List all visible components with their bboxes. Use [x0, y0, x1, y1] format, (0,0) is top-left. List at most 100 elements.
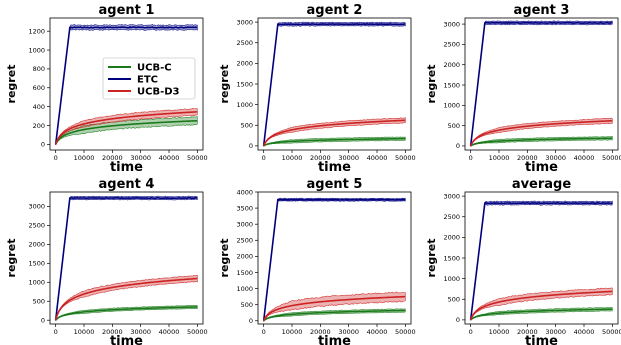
x-tick-label: 40000 — [574, 154, 595, 162]
y-tick-label: 3500 — [236, 204, 253, 212]
series-line-ucb-c — [54, 119, 198, 145]
plot-area — [262, 197, 406, 322]
series-line-ucb-c — [470, 308, 613, 321]
chart-title: agent 4 — [99, 177, 155, 192]
series-line-ucb-c — [55, 306, 198, 321]
y-tick-label: 800 — [33, 65, 45, 73]
y-tick-label: 2500 — [236, 39, 253, 47]
series-band-ucb-d3 — [263, 291, 406, 322]
y-tick-label: 3000 — [28, 203, 45, 211]
series-band-etc — [55, 24, 198, 146]
series-line-ucb-d3 — [54, 277, 198, 321]
series-band-etc — [470, 200, 613, 321]
y-tick-label: 2000 — [236, 253, 253, 261]
x-tick-label: 40000 — [574, 328, 595, 336]
x-tick-label: 30000 — [338, 328, 359, 336]
y-axis-label: regret — [5, 65, 18, 104]
x-tick-label: 10000 — [74, 154, 95, 162]
series-line-etc — [54, 26, 198, 145]
x-axis-label: time — [110, 334, 143, 345]
y-tick-label: 1000 — [236, 101, 253, 109]
series-band-etc — [55, 195, 198, 321]
series-line-ucb-c — [470, 137, 613, 147]
series-line-ucb-d3 — [469, 119, 613, 147]
series-band-ucb-d3 — [470, 287, 613, 321]
y-tick-label: 1000 — [28, 46, 45, 54]
x-tick-label: 0 — [54, 328, 58, 336]
x-tick-label: 50000 — [602, 328, 621, 336]
x-tick-label: 50000 — [395, 154, 416, 162]
y-tick-label: 0 — [456, 316, 460, 324]
plot-area — [469, 20, 613, 147]
series-line-etc — [469, 21, 613, 147]
y-tick-label: 500 — [241, 122, 253, 130]
y-tick-label: 1000 — [28, 279, 45, 287]
series-line-ucb-c — [263, 309, 406, 322]
y-tick-label: 1500 — [236, 269, 253, 277]
y-tick-label: 1000 — [236, 285, 253, 293]
series-line-etc — [54, 196, 198, 321]
x-axis-label: time — [525, 334, 558, 345]
y-axis-label: regret — [218, 239, 231, 278]
x-tick-label: 0 — [262, 154, 266, 162]
y-tick-label: 2500 — [443, 41, 460, 49]
y-tick-label: 0 — [41, 141, 45, 149]
plot-area — [54, 24, 198, 146]
x-tick-label: 10000 — [489, 154, 510, 162]
x-tick-label: 30000 — [130, 328, 151, 336]
y-tick-label: 1000 — [443, 275, 460, 283]
x-tick-label: 0 — [54, 154, 58, 162]
y-tick-label: 1500 — [443, 254, 460, 262]
plot-area — [469, 200, 613, 321]
chart-title: agent 3 — [514, 3, 570, 18]
x-tick-label: 30000 — [545, 154, 566, 162]
series-line-ucb-c — [263, 137, 406, 147]
series-line-etc — [262, 22, 406, 146]
y-tick-label: 4000 — [236, 188, 253, 196]
legend-label: ETC — [137, 75, 158, 86]
y-axis-label: regret — [218, 65, 231, 104]
y-tick-label: 1000 — [443, 102, 460, 110]
x-tick-label: 40000 — [159, 154, 180, 162]
y-tick-label: 500 — [33, 298, 45, 306]
x-tick-label: 50000 — [395, 328, 416, 336]
y-tick-label: 600 — [33, 84, 45, 92]
y-tick-label: 3000 — [236, 18, 253, 26]
y-tick-label: 400 — [33, 103, 45, 111]
y-tick-label: 0 — [249, 317, 253, 325]
y-tick-label: 2500 — [443, 213, 460, 221]
y-tick-label: 2000 — [28, 241, 45, 249]
series-band-ucb-c — [55, 115, 198, 146]
series-band-etc — [470, 20, 613, 147]
y-tick-label: 2500 — [236, 237, 253, 245]
y-tick-label: 2500 — [28, 222, 45, 230]
chart-title: average — [512, 177, 572, 192]
legend-box — [102, 57, 196, 100]
x-tick-label: 10000 — [282, 328, 303, 336]
x-tick-label: 10000 — [489, 328, 510, 336]
legend-label: UCB-C — [137, 63, 172, 74]
x-tick-label: 20000 — [310, 328, 331, 336]
x-axis-label: time — [318, 334, 351, 345]
y-axis-label: regret — [425, 239, 438, 278]
series-band-etc — [263, 197, 406, 322]
x-tick-label: 40000 — [367, 154, 388, 162]
x-axis-label: time — [525, 160, 558, 175]
x-tick-label: 10000 — [74, 328, 95, 336]
y-tick-label: 500 — [241, 301, 253, 309]
y-tick-label: 2000 — [443, 234, 460, 242]
x-tick-label: 0 — [262, 328, 266, 336]
x-tick-label: 30000 — [130, 154, 151, 162]
y-tick-label: 1500 — [236, 80, 253, 88]
y-axis-label: regret — [5, 239, 18, 278]
chart-title: agent 5 — [307, 177, 363, 192]
plot-area — [54, 195, 198, 322]
plot-frame — [464, 191, 619, 325]
series-band-ucb-c — [55, 305, 198, 322]
y-tick-label: 2000 — [443, 61, 460, 69]
